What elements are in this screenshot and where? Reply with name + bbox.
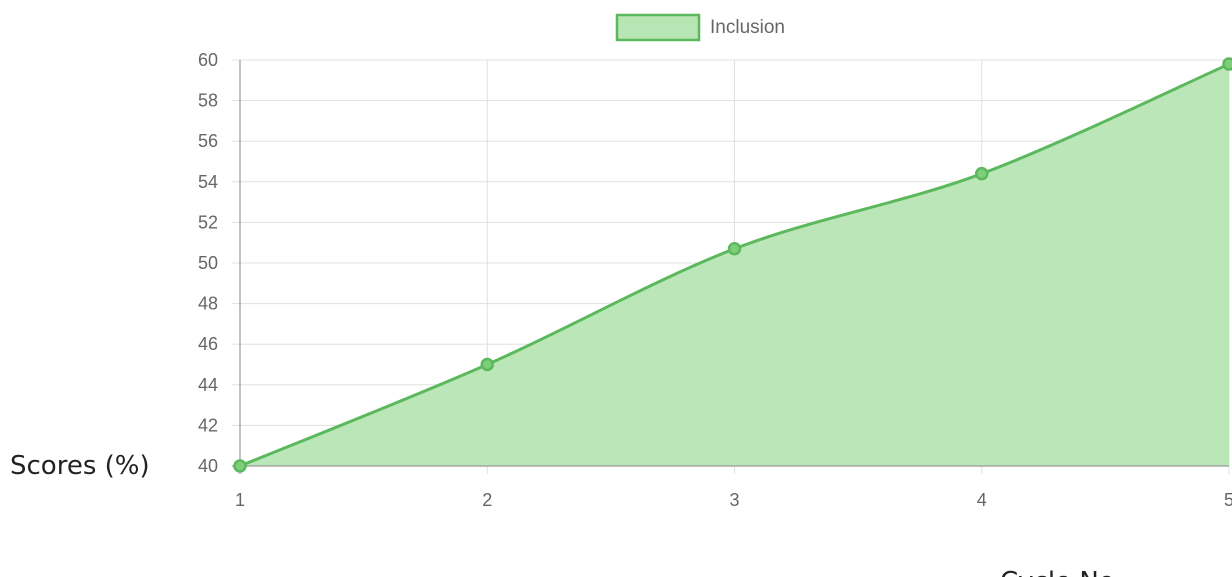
y-tick-label: 40 bbox=[198, 456, 218, 476]
x-tick-label: 2 bbox=[482, 490, 492, 510]
y-tick-label: 60 bbox=[198, 50, 218, 70]
y-tick-label: 42 bbox=[198, 415, 218, 435]
data-point[interactable] bbox=[233, 459, 247, 473]
x-tick-label: 5 bbox=[1224, 490, 1232, 510]
data-point[interactable] bbox=[975, 166, 989, 181]
legend-label: Inclusion bbox=[710, 17, 785, 38]
y-tick-label: 44 bbox=[198, 375, 218, 395]
axis-layer bbox=[232, 60, 1229, 474]
y-tick-label: 46 bbox=[198, 334, 218, 354]
x-tick-label: 1 bbox=[235, 490, 245, 510]
x-axis-title: Cycle No bbox=[1000, 567, 1115, 577]
ticks-layer: 40 42 44 46 48 50 52 54 56 58 60 1 2 3 4 5 bbox=[198, 50, 1232, 510]
data-point[interactable] bbox=[1222, 57, 1232, 71]
legend-swatch bbox=[615, 13, 701, 42]
points-layer bbox=[233, 57, 1232, 473]
data-point[interactable] bbox=[480, 357, 494, 372]
y-tick-label: 48 bbox=[198, 294, 218, 314]
y-tick-label: 54 bbox=[198, 172, 218, 192]
x-tick-label: 3 bbox=[729, 490, 739, 510]
y-tick-label: 56 bbox=[198, 131, 218, 151]
y-tick-label: 52 bbox=[198, 212, 218, 232]
legend[interactable]: Inclusion bbox=[615, 13, 785, 42]
data-point[interactable] bbox=[727, 242, 742, 256]
y-tick-label: 58 bbox=[198, 91, 218, 111]
y-axis-title: Scores (%) bbox=[10, 451, 150, 481]
y-tick-label: 50 bbox=[198, 253, 218, 273]
x-tick-label: 4 bbox=[977, 490, 987, 510]
